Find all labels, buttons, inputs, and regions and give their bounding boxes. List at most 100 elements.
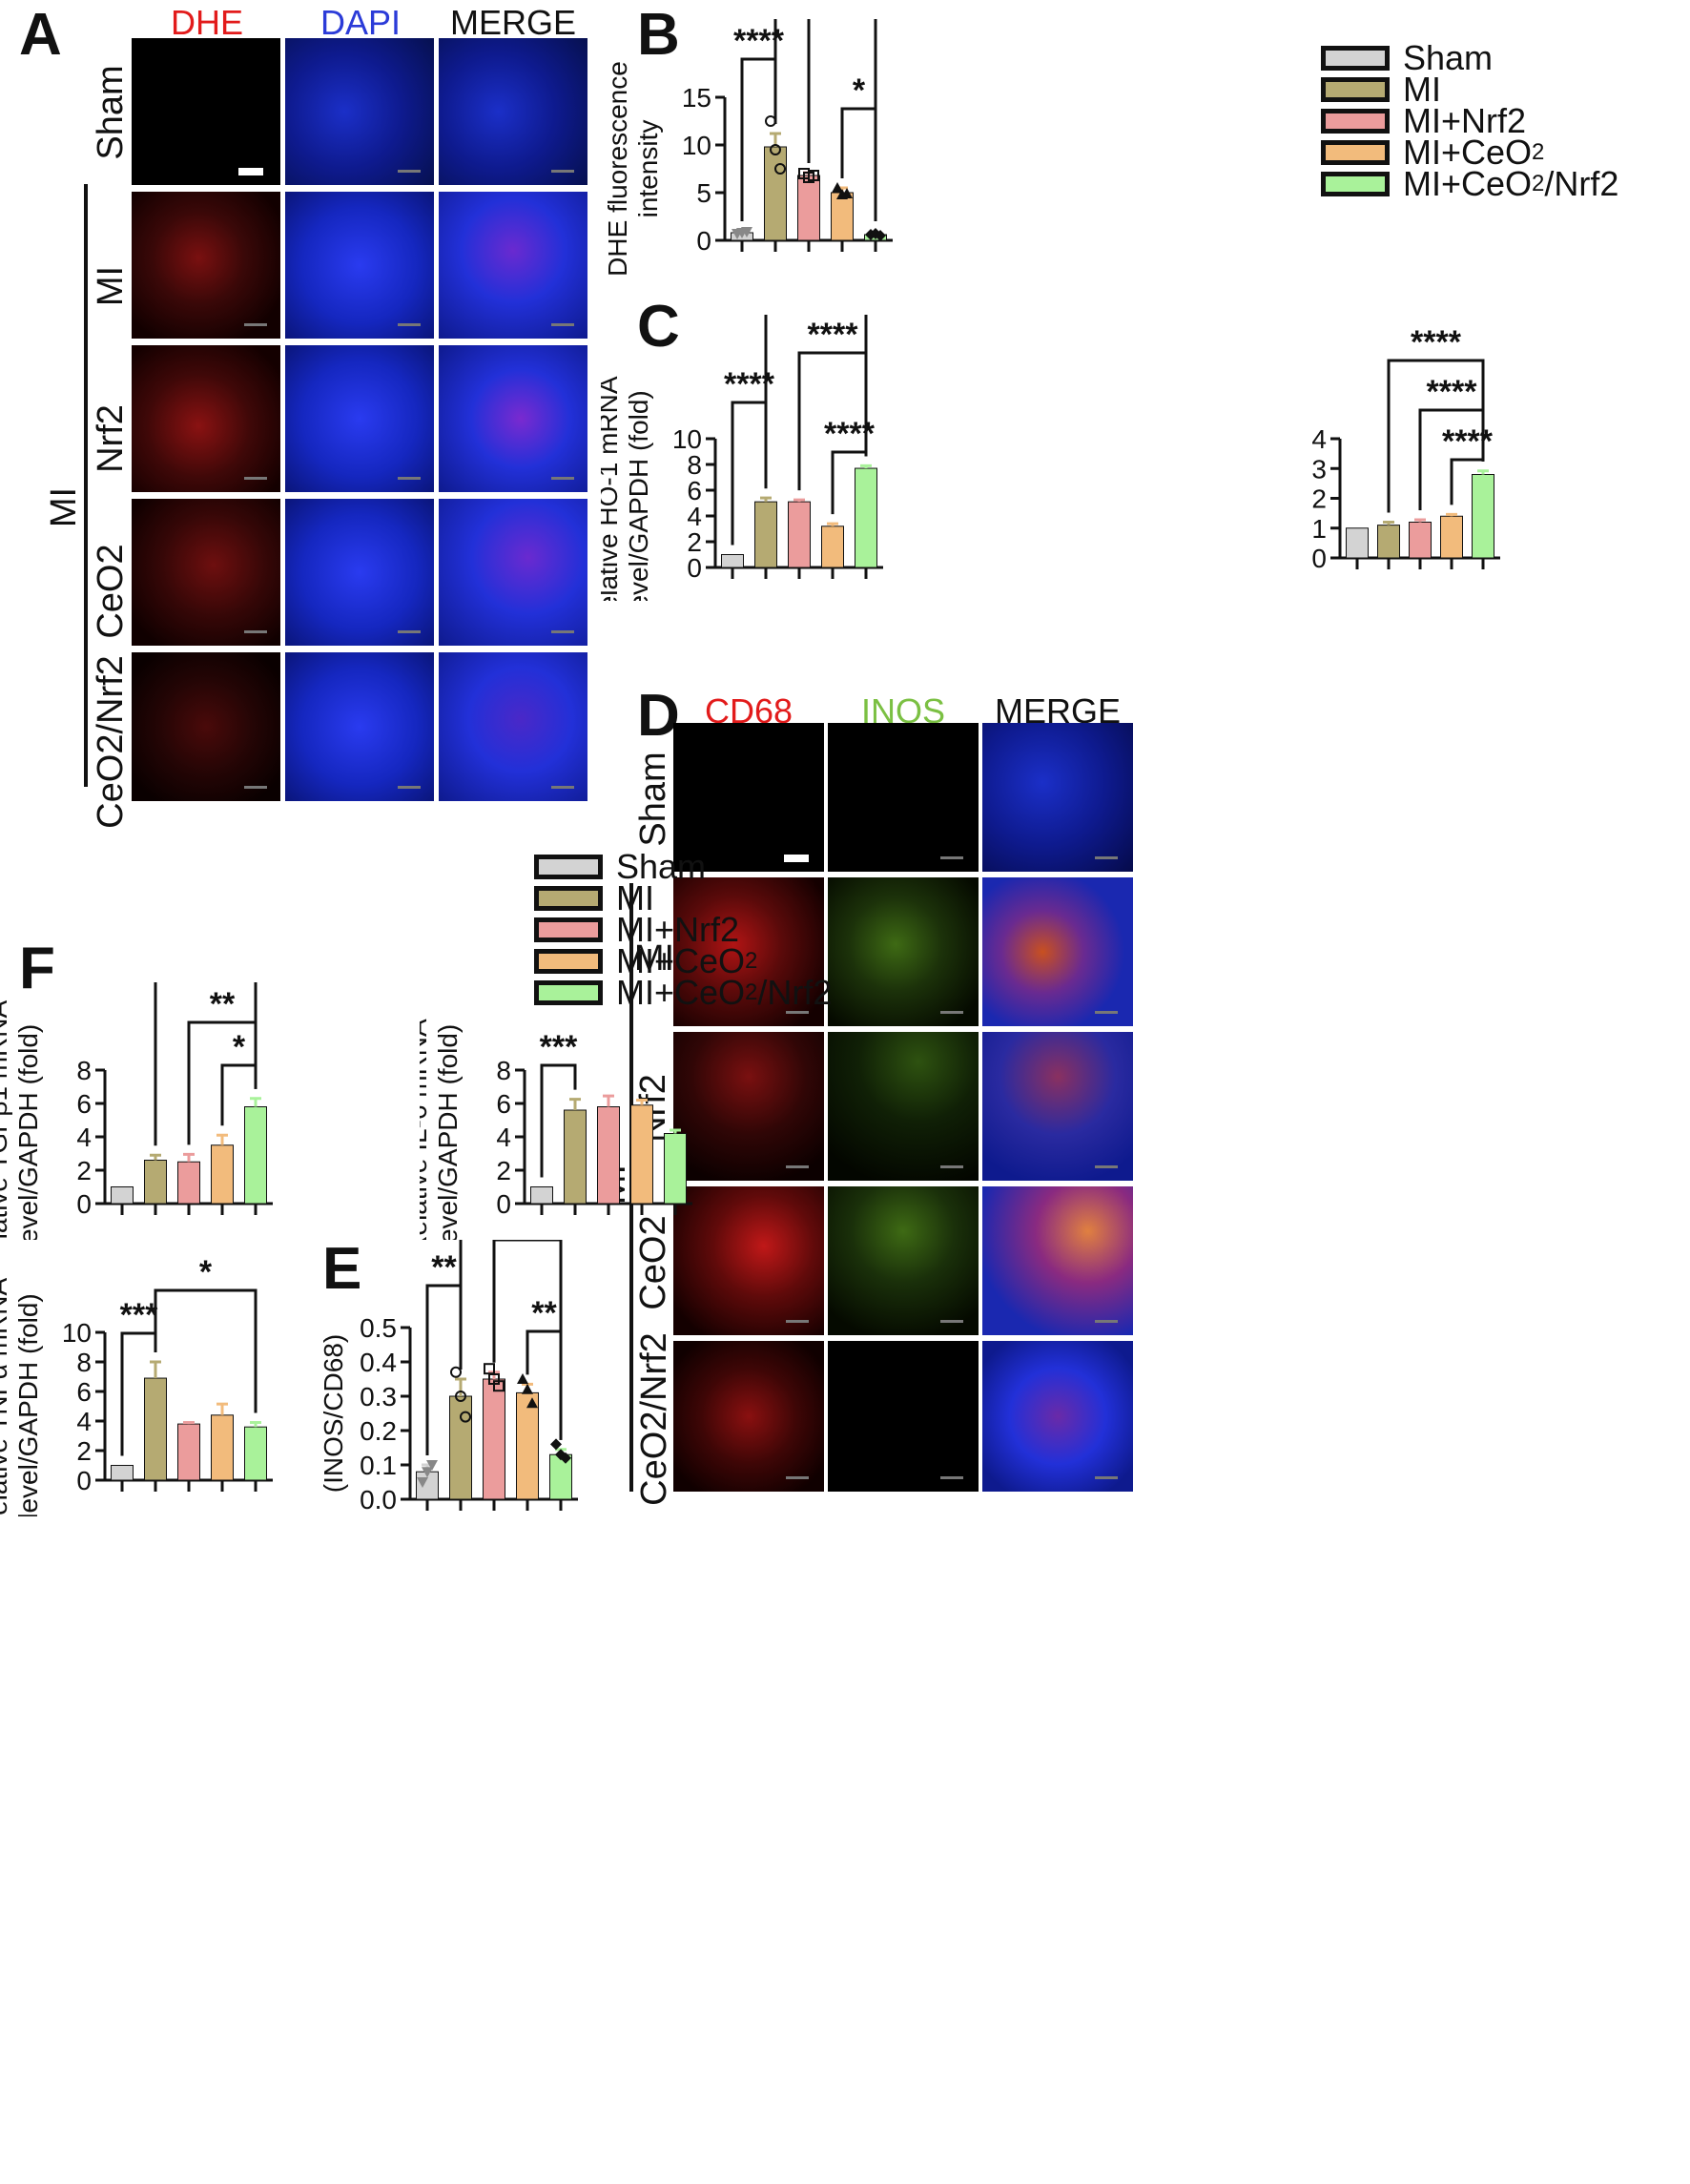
- bar: [1472, 474, 1494, 559]
- y-axis-label-line1: Relative IL-6 mRNA: [420, 1019, 432, 1240]
- y-axis-label-line1: Relative TNFα mRNA: [0, 1278, 12, 1516]
- data-point: [460, 1411, 471, 1423]
- significance-label: *: [853, 72, 866, 109]
- micro-d-mi-merge: [982, 877, 1133, 1026]
- y-tick-label: 2: [76, 1436, 92, 1466]
- significance-label: **: [431, 1249, 457, 1286]
- significance-label: **: [531, 1295, 557, 1331]
- significance-bracket: [797, 351, 868, 491]
- y-axis-label-line1: Relative TGFβ1 mRNA: [0, 1000, 12, 1240]
- legend-label: MI+CeO: [1403, 164, 1533, 203]
- significance-label: ****: [824, 416, 876, 452]
- bar: [855, 467, 877, 568]
- bar: [1346, 527, 1369, 559]
- legend-swatch: [534, 855, 603, 879]
- bar: [630, 1104, 653, 1205]
- legend-label-after: /Nrf2: [757, 973, 833, 1012]
- y-tick-label: 4: [76, 1123, 92, 1152]
- significance-bracket: [154, 1288, 258, 1413]
- bar: [788, 501, 811, 568]
- significance-label: *: [199, 1254, 213, 1290]
- y-tick-label: 2: [687, 527, 702, 557]
- bar: [549, 1453, 572, 1500]
- panel-d-grid: [673, 723, 1133, 1492]
- legend-mid-item: MI: [534, 878, 654, 918]
- y-axis-label-line1: Relative HO-1 mRNA: [601, 376, 623, 601]
- legend-label: Sham: [1403, 38, 1494, 77]
- micro-a-ceo2-dapi: [285, 499, 434, 646]
- legend-swatch: [1321, 140, 1390, 165]
- y-tick-label: 3: [1311, 454, 1327, 484]
- bar: [597, 1106, 620, 1205]
- y-tick-label: 0: [76, 1466, 92, 1495]
- data-point: [455, 1391, 466, 1402]
- micro-a-combo-dhe: [132, 652, 280, 801]
- data-point: [741, 227, 752, 237]
- micro-a-mi-merge: [439, 192, 587, 339]
- significance-bracket: [740, 57, 777, 221]
- data-point: [832, 182, 843, 193]
- significance-bracket: [459, 1240, 563, 1440]
- y-tick-label: 4: [687, 502, 702, 531]
- data-point: [417, 1477, 428, 1488]
- y-axis-label-line1: DHE fluorescence: [603, 61, 632, 277]
- y-tick-label: 2: [76, 1156, 92, 1185]
- legend-swatch: [534, 886, 603, 911]
- y-tick-label: 0.1: [360, 1451, 397, 1480]
- panel-a-col-dhe: DHE: [170, 3, 243, 42]
- y-axis-label: Relative TGFβ1 mRNA level/GAPDH (fold): [0, 1000, 43, 1240]
- bar: [721, 554, 744, 568]
- bar: [1440, 515, 1463, 559]
- bar: [244, 1106, 267, 1205]
- legend-top-item: MI+Nrf2: [1321, 101, 1526, 141]
- data-point: [522, 1383, 533, 1394]
- panel-d-col-cd68: CD68: [704, 691, 793, 731]
- micro-d-nrf2-inos: [828, 1032, 979, 1181]
- bar: [211, 1414, 234, 1481]
- micro-d-ceo2-cd68: [673, 1186, 824, 1335]
- data-point: [517, 1373, 528, 1384]
- chart-e: 0.0 0.1 0.2 0.3 0.4 0.5 Pearson correlation (IN…: [315, 1240, 578, 1516]
- significance-label: ****: [808, 317, 859, 353]
- bar: [483, 1378, 505, 1500]
- micro-a-mi-dapi: [285, 192, 434, 339]
- y-tick-label: 10: [682, 131, 711, 160]
- y-tick-label: 2: [1311, 484, 1327, 514]
- y-axis-label: Relative TNFα mRNA level/GAPDH (fold): [0, 1278, 43, 1516]
- panel-label-f: F: [19, 936, 55, 1001]
- bar: [530, 1186, 553, 1205]
- data-point: [526, 1397, 538, 1409]
- micro-a-nrf2-dhe: [132, 345, 280, 492]
- bar: [144, 1377, 167, 1481]
- micro-a-combo-merge: [439, 652, 587, 801]
- y-tick-label: 4: [1311, 424, 1327, 454]
- micro-d-combo-inos: [828, 1341, 979, 1492]
- panel-label-c: C: [637, 294, 680, 360]
- data-point: [426, 1460, 438, 1471]
- significance-label: *: [233, 1029, 246, 1065]
- significance-label: ****: [724, 366, 775, 402]
- legend-mid-item: MI+CeO 2: [534, 941, 757, 981]
- bar: [449, 1395, 472, 1500]
- micro-a-sham-dhe: [132, 38, 280, 185]
- micro-d-mi-cd68: [673, 877, 824, 1026]
- legend-label-sub: 2: [1532, 171, 1545, 196]
- significance-bracket: [425, 1284, 463, 1455]
- micro-d-sham-cd68: [673, 723, 824, 872]
- y-tick-label: 8: [76, 1056, 92, 1085]
- y-tick-label: 10: [62, 1318, 92, 1348]
- legend-label-sub: 2: [1532, 139, 1545, 165]
- legend-top-item: MI+CeO 2/Nrf2: [1321, 164, 1618, 204]
- y-tick-label: 0: [1311, 544, 1327, 573]
- legend-label: MI: [1403, 70, 1441, 109]
- panel-d-row-mi: MI: [633, 938, 675, 979]
- bar: [1377, 525, 1400, 559]
- y-tick-label: 0: [76, 1189, 92, 1219]
- bar: [764, 146, 787, 241]
- micro-d-sham-inos: [828, 723, 979, 872]
- legend-label: Sham: [616, 847, 707, 886]
- micro-d-nrf2-merge: [982, 1032, 1133, 1181]
- significance-bracket: [220, 1063, 258, 1126]
